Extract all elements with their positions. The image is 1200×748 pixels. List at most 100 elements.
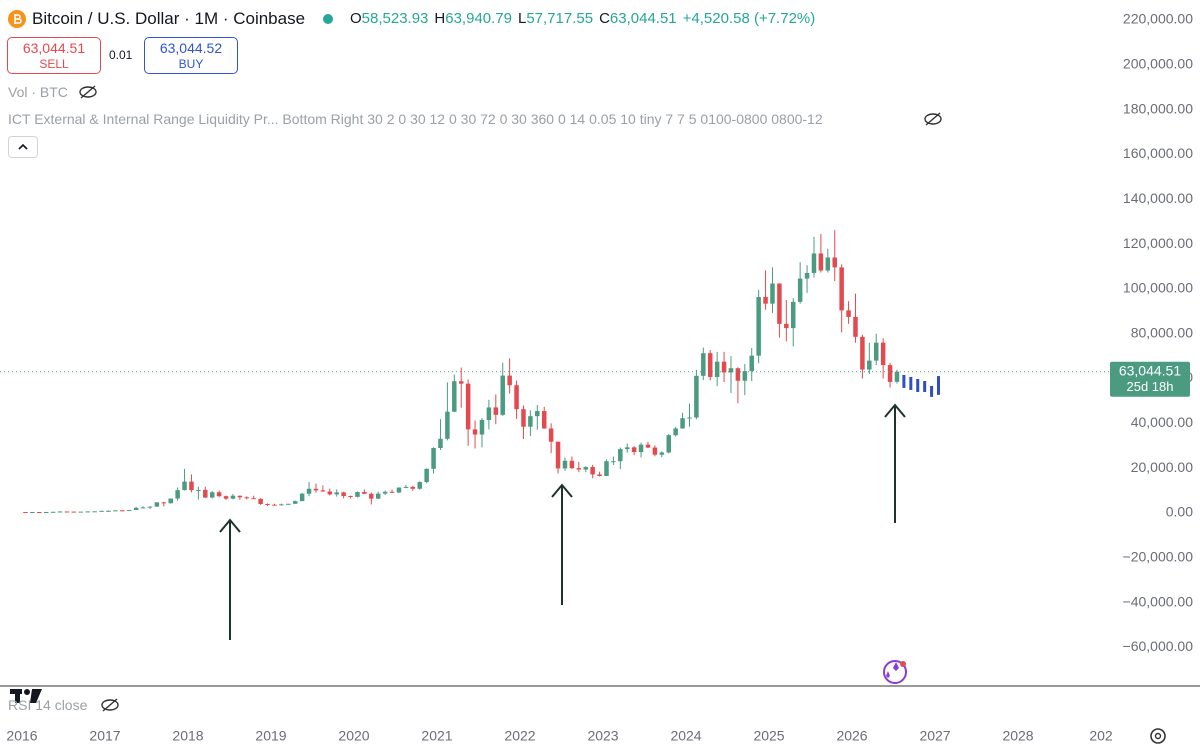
candle-body <box>258 498 263 505</box>
candle-body <box>147 506 153 508</box>
candle-body <box>777 283 782 324</box>
candle-body <box>818 253 824 271</box>
candle-body <box>279 504 284 506</box>
candle-body <box>839 267 844 311</box>
ohlc-value: 58,523.93 <box>361 10 429 27</box>
ai-ring <box>883 660 907 684</box>
settings-icon[interactable] <box>1150 728 1166 744</box>
candle-body <box>541 411 547 429</box>
candle-body <box>486 407 492 420</box>
candle-body <box>362 492 367 494</box>
candle-body <box>196 489 201 491</box>
candle-body <box>880 342 886 366</box>
candle-body <box>64 511 70 513</box>
candle-body <box>673 428 678 436</box>
candle-body <box>853 316 858 337</box>
candle-body <box>43 511 49 513</box>
candle-body <box>666 435 671 453</box>
candle-body <box>465 383 471 430</box>
candle-body <box>624 447 630 450</box>
gear <box>1150 728 1166 744</box>
projection-bar <box>916 378 920 392</box>
collapse-button[interactable] <box>8 136 38 158</box>
status-dot <box>323 14 333 24</box>
hide-icon[interactable] <box>100 698 120 712</box>
candle-body <box>375 493 381 499</box>
candles <box>23 230 940 514</box>
candle-body <box>735 368 741 381</box>
candle-body <box>286 503 291 505</box>
ai-spark <box>886 662 899 678</box>
candle-body <box>216 492 222 497</box>
candle-body <box>832 257 837 268</box>
hide-icon[interactable] <box>923 112 943 126</box>
candle-body <box>431 447 436 469</box>
candle-body <box>223 496 229 499</box>
candle-body <box>645 444 651 448</box>
candle-body <box>396 487 402 493</box>
y-tick-label: 100,000.00 <box>1123 280 1193 296</box>
last-price-box <box>1110 361 1190 397</box>
candle-body <box>797 278 803 302</box>
sell-price: 63,044.51 <box>22 40 86 56</box>
candle-body <box>597 474 602 477</box>
y-tick-label: 0.00 <box>1166 504 1193 520</box>
candle-body <box>846 310 851 317</box>
y-tick-label: −60,000.00 <box>1123 638 1194 654</box>
candle-body <box>334 492 339 495</box>
candle-body <box>562 460 568 469</box>
candle-body <box>327 491 333 495</box>
candle-body <box>272 504 277 506</box>
buy-button[interactable]: 63,044.52 BUY <box>144 37 238 74</box>
y-tick-label: 140,000.00 <box>1123 190 1193 206</box>
candle-body <box>182 481 187 491</box>
candle-body <box>514 385 519 410</box>
candle-body <box>106 510 111 512</box>
candle-body <box>638 444 644 453</box>
candle-body <box>452 381 457 412</box>
x-tick-label: 2016 <box>6 728 37 744</box>
candle-body <box>707 353 713 377</box>
x-tick-label: 202 <box>1089 728 1113 744</box>
candle-body <box>71 511 77 513</box>
buy-price: 63,044.52 <box>159 40 223 56</box>
candle-body <box>92 511 97 513</box>
chevron-path <box>18 143 28 150</box>
candle-body <box>701 353 706 376</box>
ohlc-value: 63,044.51 <box>609 10 677 27</box>
ai-dot <box>900 661 906 667</box>
hide-icon[interactable] <box>78 85 98 99</box>
candle-body <box>790 301 796 329</box>
logo-part <box>30 689 42 703</box>
ohlc-item: H63,940.79 <box>434 10 512 27</box>
candle-body <box>438 438 443 448</box>
y-tick-label: 80,000.00 <box>1131 324 1193 340</box>
candle-body <box>57 511 63 513</box>
arrow <box>219 518 241 640</box>
buy-label: BUY <box>178 57 204 71</box>
projection-bar <box>930 385 934 397</box>
candle-body <box>78 511 84 513</box>
candle-body <box>687 417 692 419</box>
market-status <box>323 14 333 24</box>
candle-body <box>535 411 540 417</box>
candle-body <box>825 257 831 271</box>
candle-body <box>770 283 775 304</box>
ohlc-item: O58,523.93 <box>350 10 428 27</box>
candle-body <box>472 429 478 435</box>
candle-body <box>320 490 326 492</box>
eye-slash <box>925 112 941 126</box>
sell-button[interactable]: 63,044.51 SELL <box>7 37 101 74</box>
logo-part <box>24 689 30 695</box>
candle-body <box>348 496 353 498</box>
ohlc-item: L57,717.55 <box>518 10 593 27</box>
candle-body <box>313 488 319 491</box>
chevron <box>18 143 28 150</box>
candle-body <box>728 368 734 373</box>
volume-legend: Vol · BTC <box>8 84 68 100</box>
candle-body <box>133 507 139 510</box>
candle-body <box>458 381 464 384</box>
x-tick-label: 2028 <box>1002 728 1033 744</box>
ai-icon[interactable] <box>883 660 907 684</box>
